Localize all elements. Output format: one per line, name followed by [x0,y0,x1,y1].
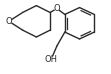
Text: OH: OH [45,55,58,64]
Text: O: O [54,4,60,13]
Text: O: O [6,17,12,26]
